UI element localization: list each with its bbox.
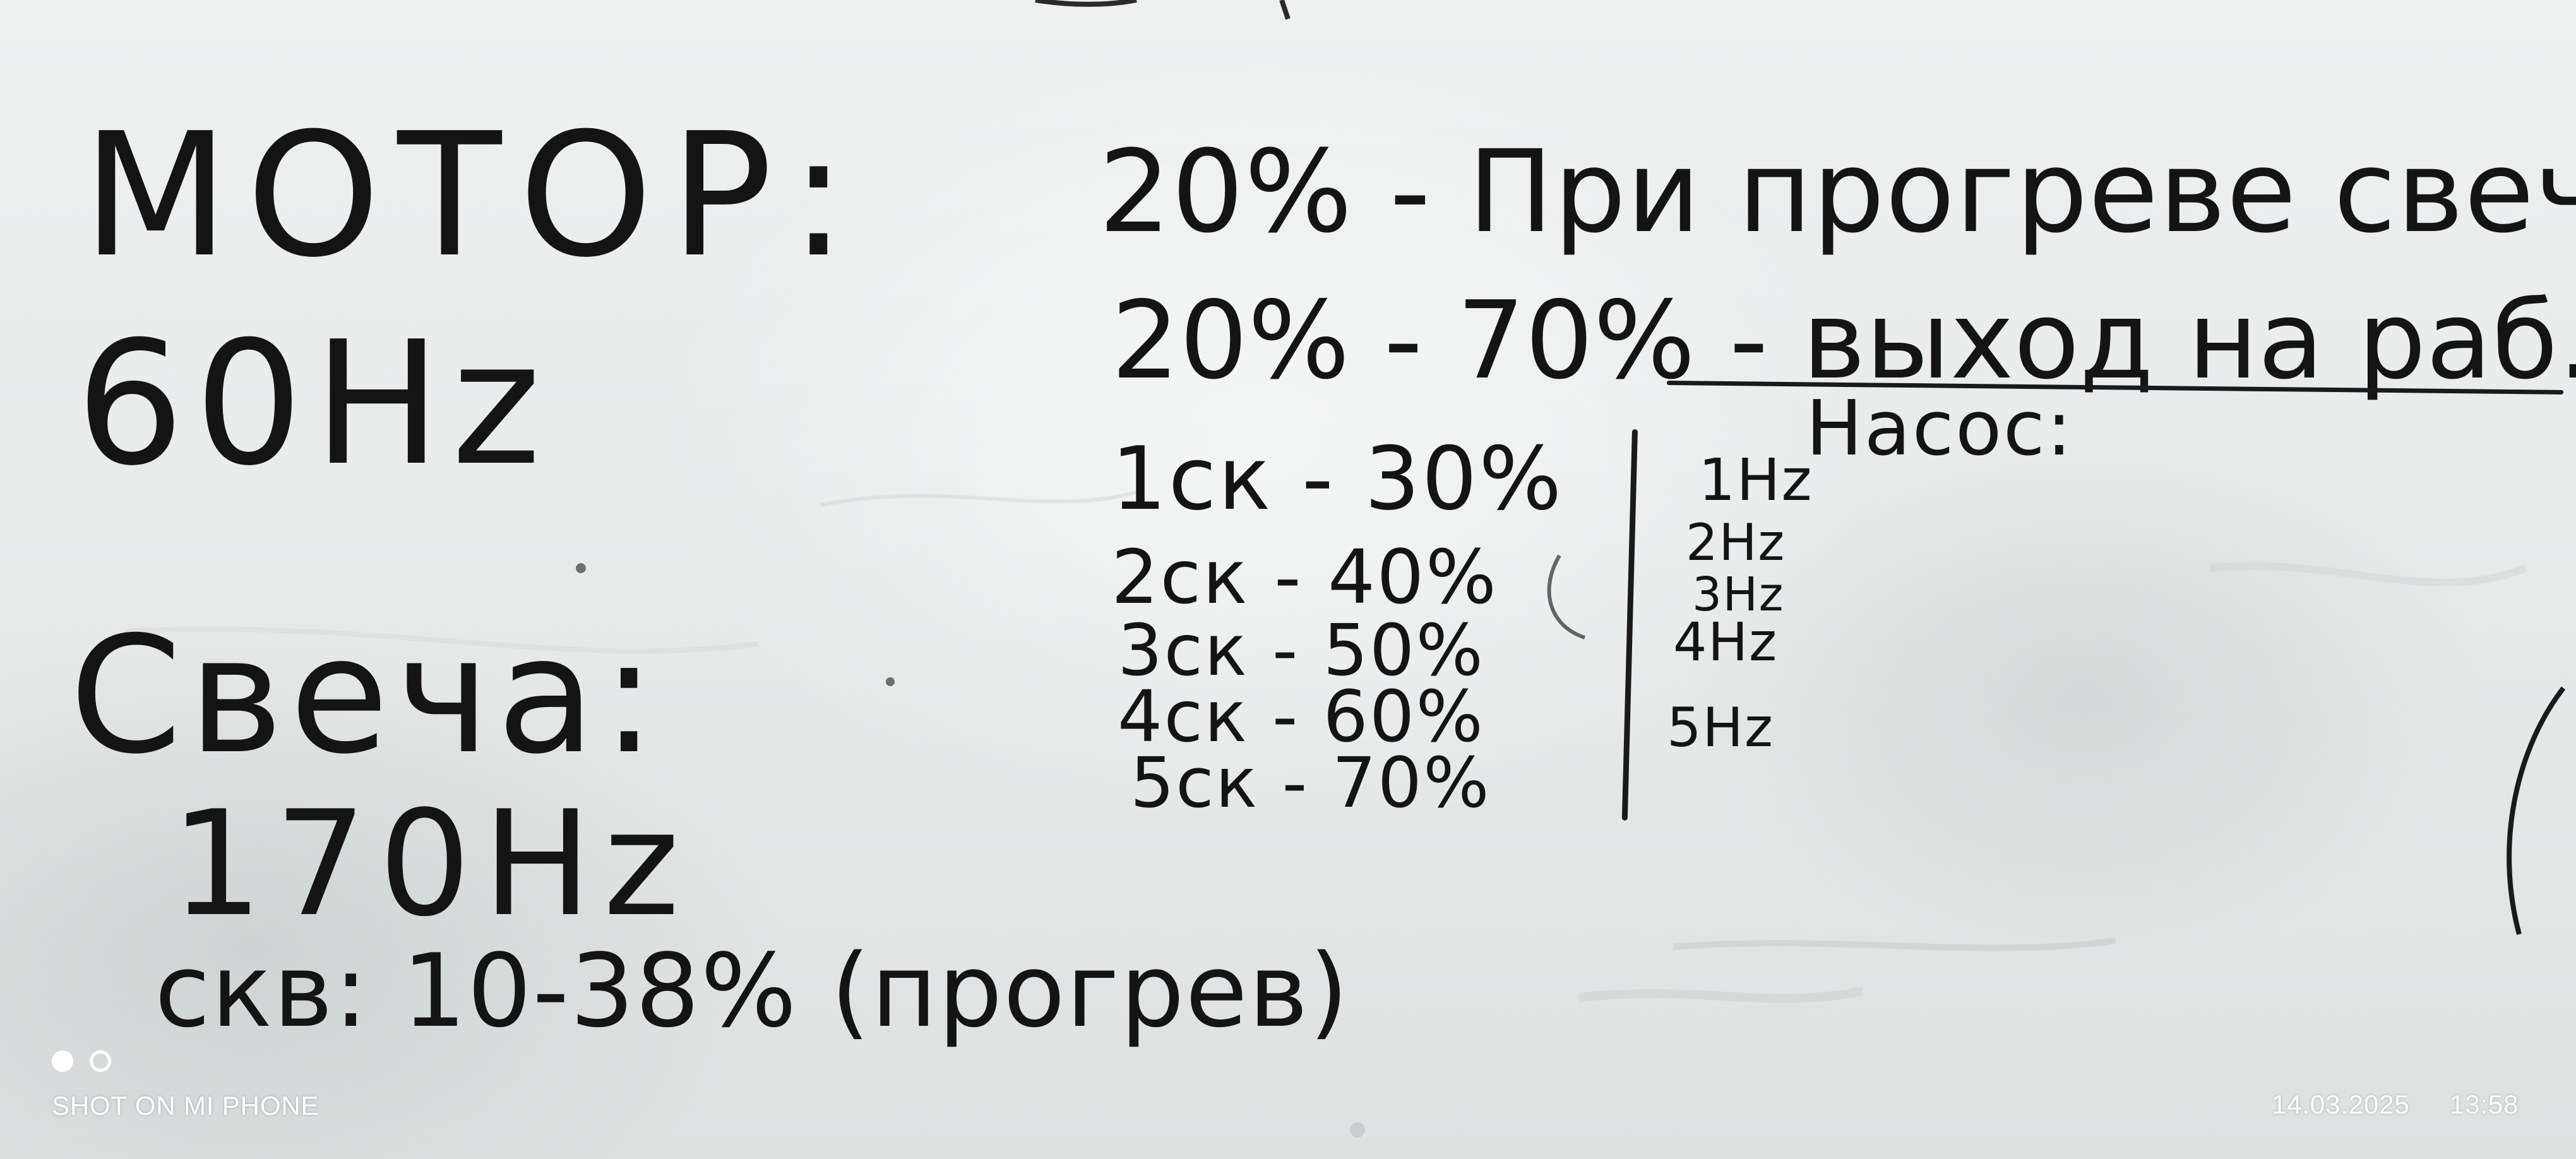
pump-hz-4: 4Hz [1673,611,1778,673]
skv-line: скв: 10-38% (прогрев) [155,932,1350,1050]
pump-hz-1: 1Hz [1698,446,1813,514]
pump-hz-5: 5Hz [1667,696,1774,759]
speed-row-1: 1ск - 30% [1111,428,1564,530]
photo-date: 14.03.2025 [2272,1090,2410,1119]
motor-frequency: 60Hz [76,304,552,503]
speed-row-5: 5ск - 70% [1130,742,1491,823]
svecha-label: Свеча: [69,602,663,790]
speed-row-4: 4ск - 60% [1118,676,1485,758]
work-mode-prefix: 20% - 70% - [1111,278,1803,403]
work-mode-line: 20% - 70% - выход на раб. реж. [1111,287,2576,395]
photo-time: 13:58 [2450,1090,2519,1119]
pump-hz-2: 2Hz [1686,513,1786,572]
work-mode-underlined: выход на раб. реж. [1802,278,2576,403]
motor-label: МОТОР: [82,96,864,295]
camera-watermark: SHOT ON MI PHONE [52,1091,319,1120]
speed-row-2: 2ск - 40% [1111,533,1498,621]
nasos-label: Насос: [1806,385,2073,473]
pump-hz-3: 3Hz [1692,568,1785,622]
warmup-line: 20% - При прогреве свечи [1099,126,2576,258]
page-indicator-inactive [90,1050,111,1072]
page-indicator-active [52,1050,73,1072]
svecha-frequency: 170Hz [170,780,691,949]
speed-row-3: 3ск - 50% [1118,610,1485,692]
